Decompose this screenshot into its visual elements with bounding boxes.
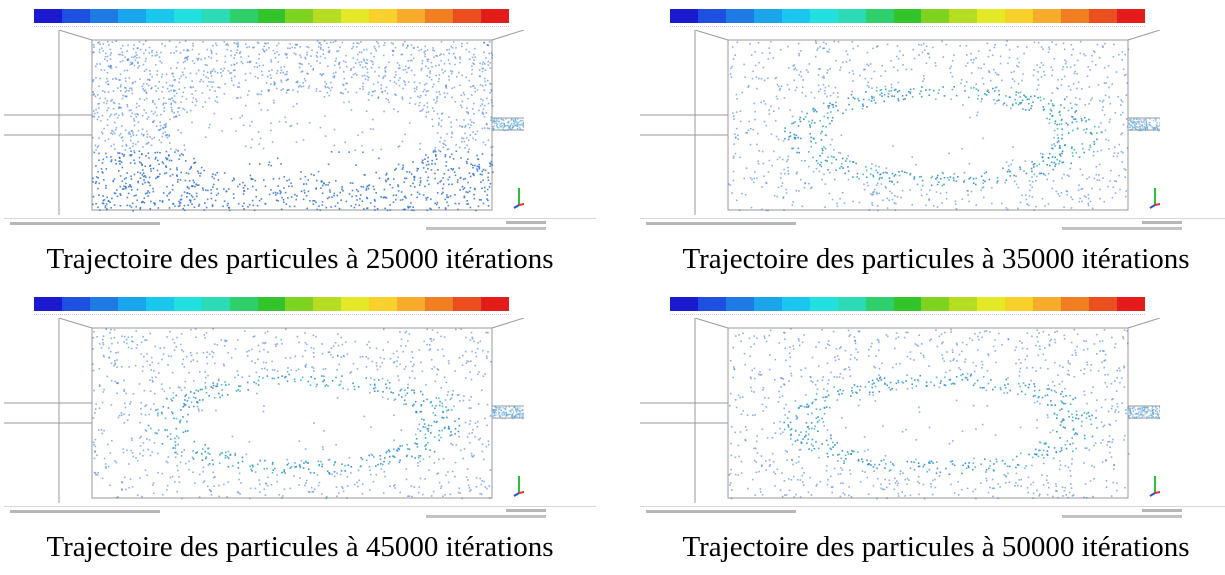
colormap-ticks (670, 314, 1145, 319)
figure-footer (4, 506, 596, 525)
particle-tracks-image (4, 318, 524, 503)
colormap-legend (670, 297, 1145, 311)
particle-tracks-image (640, 30, 1160, 215)
caption: Trajectoire des particules à 35000 itéra… (682, 243, 1190, 275)
caption: Trajectoire des particules à 25000 itéra… (46, 243, 554, 275)
panel-45000: Trajectoire des particules à 45000 itéra… (4, 288, 596, 575)
figure-footer (640, 506, 1225, 525)
panel-35000: Trajectoire des particules à 35000 itéra… (640, 0, 1225, 287)
figure-footer (4, 218, 596, 237)
simulation-figure (640, 0, 1225, 238)
colormap-ticks (34, 26, 509, 31)
particle-tracks-image (640, 318, 1160, 503)
panel-50000: Trajectoire des particules à 50000 itéra… (640, 288, 1225, 575)
colormap-legend (34, 297, 509, 311)
particle-tracks-image (4, 30, 524, 215)
simulation-figure (640, 288, 1225, 526)
colormap-legend (34, 9, 509, 23)
figure-footer (640, 218, 1225, 237)
panel-25000: Trajectoire des particules à 25000 itéra… (4, 0, 596, 287)
colormap-ticks (670, 26, 1145, 31)
colormap-ticks (34, 314, 509, 319)
simulation-figure (4, 288, 596, 526)
simulation-figure (4, 0, 596, 238)
caption: Trajectoire des particules à 45000 itéra… (46, 531, 554, 563)
colormap-legend (670, 9, 1145, 23)
caption: Trajectoire des particules à 50000 itéra… (682, 531, 1190, 563)
